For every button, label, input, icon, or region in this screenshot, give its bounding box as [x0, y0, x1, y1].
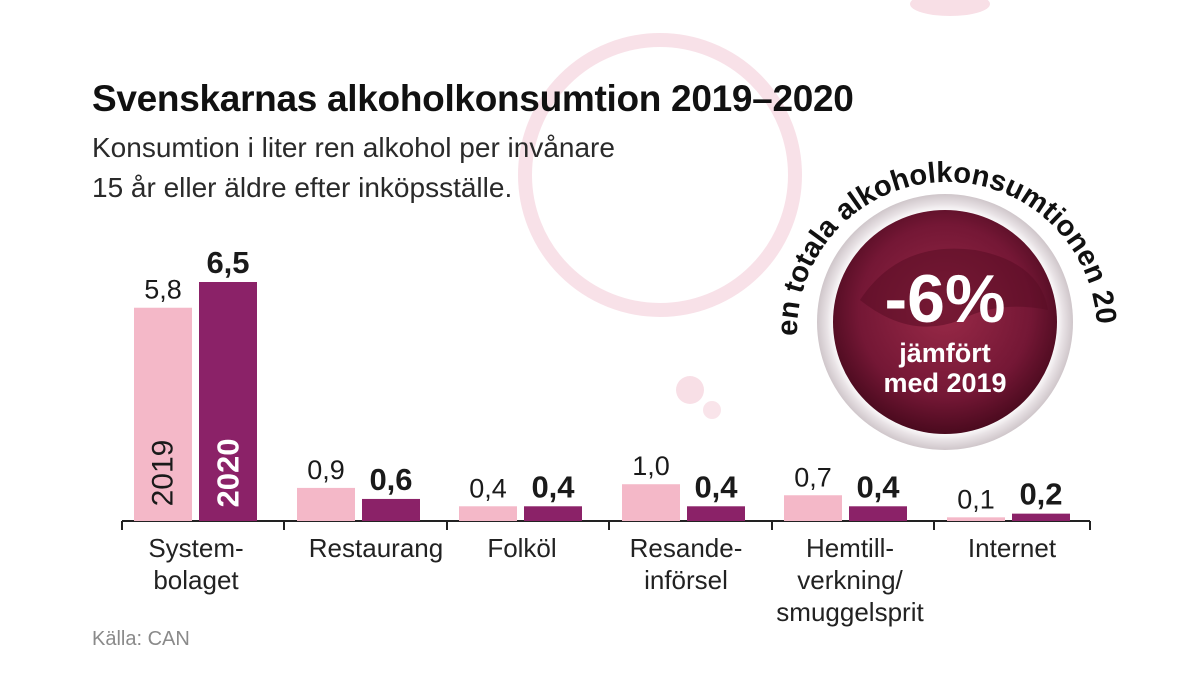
category-label-line: System-	[148, 533, 244, 563]
category-label-line: verkning/	[797, 565, 903, 595]
data-label-2020: 0,4	[856, 469, 900, 504]
category-label-line: smuggelsprit	[776, 597, 924, 627]
badge-line-1: jämfört	[898, 338, 991, 368]
wine-drop	[910, 0, 990, 16]
category-label: Hemtill-verkning/smuggelsprit	[765, 532, 935, 628]
category-label-line: Folköl	[487, 533, 557, 563]
category-label-line: Internet	[967, 533, 1057, 563]
data-label-2020: 0,4	[694, 469, 738, 504]
data-label-2020: 6,5	[206, 245, 249, 280]
bar-2019	[134, 307, 192, 521]
chart-subtitle: Konsumtion i liter ren alkohol per invån…	[92, 128, 812, 208]
data-label-2020: 0,2	[1019, 477, 1062, 512]
category-label: Resande-införsel	[601, 532, 771, 596]
series-label-2019: 2019	[147, 440, 180, 507]
badge-value: -6%	[885, 261, 1006, 337]
bar-2020	[687, 506, 745, 521]
data-label-2020: 0,6	[369, 462, 412, 497]
bar-2019	[784, 495, 842, 521]
source-note: Källa: CAN	[92, 628, 190, 650]
bar-2020	[1012, 513, 1070, 521]
wine-drop	[703, 401, 721, 419]
category-label: Internet	[927, 532, 1097, 564]
bar-2019	[622, 484, 680, 521]
series-label-2020: 2020	[211, 439, 246, 508]
category-label-line: bolaget	[153, 565, 239, 595]
category-label-line: Hemtill-	[805, 533, 895, 563]
data-label-2019: 0,4	[469, 473, 507, 503]
category-label-line: införsel	[644, 565, 728, 595]
category-label: System-bolaget	[111, 532, 281, 596]
category-label: Folköl	[437, 532, 607, 564]
data-label-2019: 0,7	[794, 462, 832, 492]
badge-line-2: med 2019	[883, 368, 1006, 398]
data-label-2019: 0,1	[957, 484, 995, 514]
data-label-2019: 5,8	[144, 275, 182, 305]
category-label: Restaurang	[291, 532, 461, 564]
subtitle-line-1: Konsumtion i liter ren alkohol per invån…	[92, 132, 615, 163]
wine-stain-ring	[518, 33, 802, 317]
bar-2019	[947, 517, 1005, 521]
wine-drop	[676, 376, 704, 404]
bar-2019	[459, 506, 517, 521]
bar-2020	[362, 498, 420, 521]
bar-2020	[849, 506, 907, 521]
data-label-2019: 0,9	[307, 455, 345, 485]
data-label-2019: 1,0	[632, 451, 670, 481]
wine-shadow	[860, 248, 1048, 327]
bar-2020	[524, 506, 582, 521]
subtitle-line-2: 15 år eller äldre efter inköpsställe.	[92, 172, 513, 203]
data-label-2020: 0,4	[531, 469, 575, 504]
bar-2020	[199, 282, 257, 521]
chart-title: Svenskarnas alkoholkonsumtion 2019–2020	[92, 78, 854, 119]
category-label-line: Resande-	[629, 533, 743, 563]
bar-2019	[297, 487, 355, 521]
category-label-line: Restaurang	[308, 533, 444, 563]
